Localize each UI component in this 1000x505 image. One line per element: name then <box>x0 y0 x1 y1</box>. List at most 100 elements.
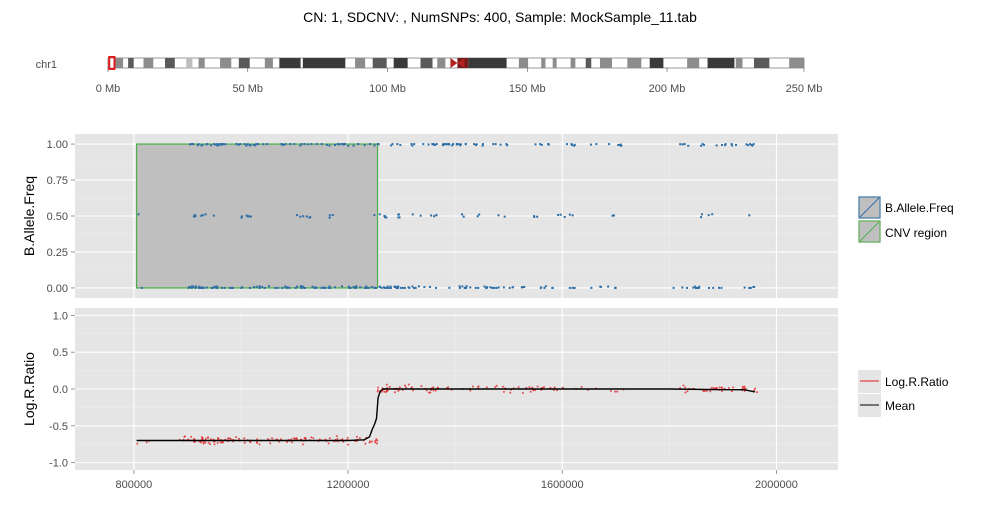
chromosome-ideogram: chr1 0 Mb 50 Mb 100 Mb 150 Mb 200 Mb 250 Mb <box>36 56 822 95</box>
baf-point <box>241 286 244 289</box>
baf-point <box>353 286 356 289</box>
baf-point <box>590 286 593 289</box>
cnv-region <box>135 143 379 289</box>
baf-point <box>489 286 492 289</box>
baf-point <box>189 143 192 146</box>
baf-point <box>235 143 238 146</box>
lrr-point <box>686 390 689 393</box>
baf-point <box>694 286 697 289</box>
baf-point <box>397 213 400 216</box>
baf-point <box>328 216 331 219</box>
chromosome-band <box>238 58 250 68</box>
baf-point <box>701 143 704 146</box>
lrr-point <box>201 437 204 440</box>
baf-point <box>692 286 695 289</box>
baf-point <box>611 214 614 217</box>
lrr-point <box>432 386 435 389</box>
lrr-point <box>712 387 715 390</box>
baf-point <box>573 143 576 146</box>
ideogram-tick-label: 200 Mb <box>649 83 686 95</box>
ideogram-tick-label: 150 Mb <box>509 83 546 95</box>
baf-point <box>340 143 343 146</box>
baf-point <box>544 285 547 288</box>
chromosome-band <box>585 58 592 68</box>
baf-point <box>215 285 218 288</box>
baf-point <box>373 144 376 147</box>
lrr-point <box>403 384 406 387</box>
lrr-point <box>436 386 439 389</box>
chromosome-band <box>372 58 387 68</box>
baf-point <box>751 144 754 147</box>
baf-point <box>382 286 385 289</box>
lrr-point <box>502 390 505 393</box>
baf-point <box>197 143 200 146</box>
baf-point <box>210 286 213 289</box>
baf-point <box>407 286 410 289</box>
lrr-point <box>374 441 377 444</box>
baf-point <box>595 143 598 146</box>
chromosome-band <box>735 58 743 68</box>
baf-point <box>197 286 200 289</box>
baf-point <box>341 285 344 288</box>
baf-point <box>274 286 277 289</box>
lrr-point <box>397 389 400 392</box>
lrr-point <box>684 391 687 394</box>
lrr-point <box>346 436 349 439</box>
baf-point <box>459 143 462 146</box>
baf-point <box>511 286 514 289</box>
baf-point <box>254 144 257 147</box>
baf-point <box>534 143 537 146</box>
baf-point <box>245 144 248 147</box>
baf-point <box>255 143 258 146</box>
baf-point <box>396 143 399 146</box>
baf-point <box>559 213 562 216</box>
lrr-point <box>190 435 193 438</box>
baf-point <box>223 286 226 289</box>
baf-point <box>428 285 431 288</box>
lrr-point <box>198 440 201 443</box>
baf-point <box>547 143 550 146</box>
baf-point <box>194 285 197 288</box>
baf-point <box>543 286 546 289</box>
baf-point <box>455 143 458 146</box>
baf-point <box>411 144 414 147</box>
baf-panel: B.Allele.Freq 0.00 0.25 0.50 0.75 1.00 <box>21 134 838 298</box>
baf-point <box>192 285 195 288</box>
ideogram-tick-label: 50 Mb <box>232 83 263 95</box>
baf-point <box>708 286 711 289</box>
lrr-point <box>425 389 428 392</box>
legend-baf: B.Allele.Freq CNV region <box>858 196 954 243</box>
lrr-point <box>209 443 212 446</box>
baf-point <box>568 286 571 289</box>
baf-point <box>188 285 191 288</box>
lrr-point <box>376 390 379 393</box>
chromosome-band <box>264 58 273 68</box>
baf-point <box>196 144 199 147</box>
baf-point <box>201 286 204 289</box>
baf-point <box>540 143 543 146</box>
legend-label-mean: Mean <box>885 399 915 413</box>
chromosome-band <box>627 58 642 68</box>
baf-point <box>216 143 219 146</box>
baf-point <box>745 143 748 146</box>
baf-point <box>462 215 465 218</box>
y-tick-label: 1.0 <box>53 310 68 322</box>
baf-point <box>375 286 378 289</box>
baf-point <box>194 215 197 218</box>
lrr-point <box>183 435 186 438</box>
baf-point <box>700 144 703 147</box>
lrr-point <box>684 386 687 389</box>
baf-point <box>403 286 406 289</box>
baf-point <box>212 286 215 289</box>
baf-point <box>687 144 690 147</box>
lrr-point <box>296 438 299 441</box>
lrr-point <box>495 384 498 387</box>
baf-point <box>533 215 536 218</box>
baf-point <box>365 285 368 288</box>
lrr-point <box>238 437 241 440</box>
baf-point <box>465 285 468 288</box>
baf-point <box>681 286 684 289</box>
ideogram-tick-label: 100 Mb <box>369 83 406 95</box>
baf-point <box>753 285 756 288</box>
baf-point <box>476 215 479 218</box>
